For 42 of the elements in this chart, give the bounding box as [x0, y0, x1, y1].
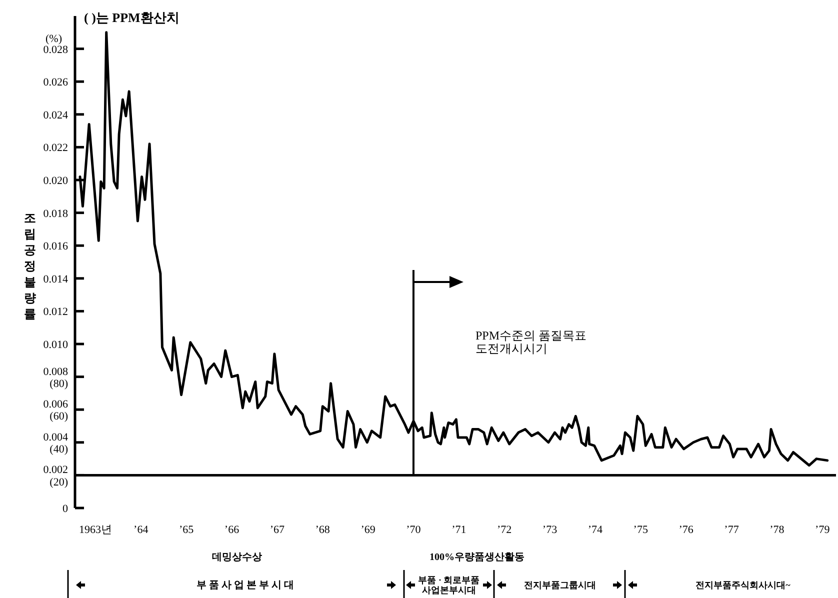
x-tick-label: ’78 — [770, 524, 785, 536]
x-tick-label: 1963년 — [78, 524, 112, 536]
x-tick-label: ’71 — [452, 524, 466, 536]
y-tick-label: 0.026 — [43, 76, 68, 89]
y-tick-label: 0 — [62, 503, 68, 515]
x-tick-label: ’65 — [178, 524, 194, 536]
text: 100%우량품생산활동 — [430, 552, 524, 563]
text: 부 품 사 업 본 부 시 대 — [196, 580, 294, 591]
x-tick-label: ’66 — [224, 524, 240, 536]
y-tick-label: 0.028 — [43, 44, 68, 56]
text: 데밍상수상 — [212, 552, 262, 563]
y-tick-label: 0.018 — [43, 208, 68, 220]
x-tick-label: ’74 — [588, 524, 604, 536]
x-tick-label: ’69 — [360, 524, 376, 536]
text: (%) — [46, 33, 62, 45]
x-tick-label: ’70 — [406, 524, 422, 536]
x-tick-label: ’75 — [633, 524, 648, 536]
y-tick-label: 0.012 — [43, 306, 68, 318]
y-tick-label: 0.024 — [43, 109, 68, 122]
annotation: ( )는 PPM환산치 — [84, 10, 180, 25]
x-tick-label: ’72 — [497, 524, 512, 536]
text: 전지부품주식회사시대~ — [696, 580, 791, 590]
x-tick-label: ’77 — [724, 524, 740, 536]
y-axis-title: 조립공정불량률 — [24, 211, 36, 321]
text: 부품 · 회로부품 사업본부시대 — [418, 575, 480, 595]
y-tick-label: 0.008 (80) — [43, 366, 68, 390]
text: 전지부품그룹시대 — [524, 580, 596, 590]
x-tick-label: ’67 — [270, 524, 286, 536]
y-tick-label: 0.014 — [43, 273, 68, 286]
y-tick-label: 0.010 — [43, 339, 68, 351]
x-tick-label: ’76 — [678, 524, 694, 536]
y-tick-label: 0.004 (40) — [43, 431, 68, 456]
y-tick-label: 0.006 (60) — [43, 398, 68, 423]
y-tick-label: 0.022 — [43, 142, 68, 154]
ref-line-label: PPM수준의 품질목표 도전개시시기 — [475, 328, 587, 356]
x-tick-label: ’73 — [542, 524, 558, 536]
x-tick-label: ’64 — [134, 524, 149, 536]
x-tick-label: ’68 — [315, 524, 330, 536]
y-tick-label: 0.020 — [43, 175, 68, 187]
x-tick-label: ’79 — [815, 524, 830, 536]
y-tick-label: 0.002 (20) — [43, 464, 68, 488]
y-tick-label: 0.016 — [43, 240, 68, 253]
